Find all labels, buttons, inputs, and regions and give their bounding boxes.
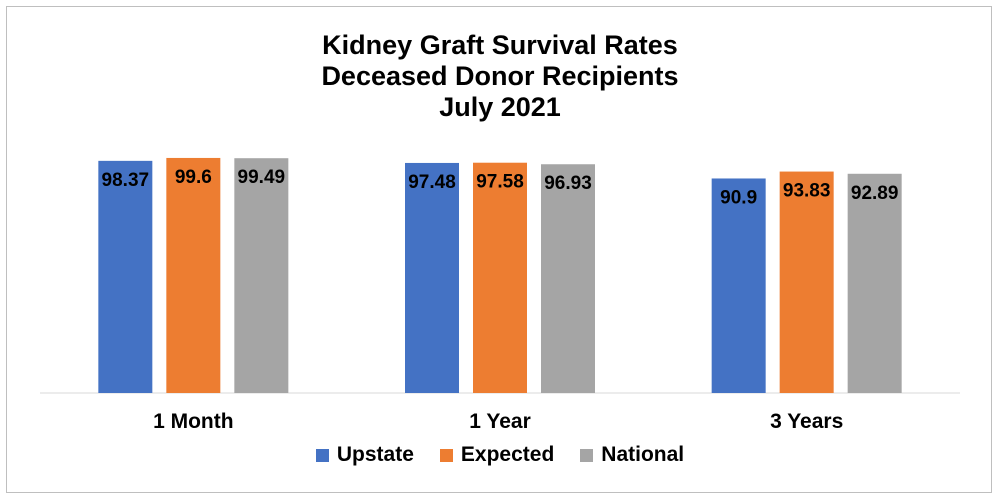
data-label-national-3-years: 92.89 [851, 183, 899, 204]
legend-swatch-national [580, 448, 594, 462]
chart-title-line-2: Deceased Donor Recipients [321, 61, 679, 91]
legend-item-national: National [580, 443, 684, 467]
bar-expected-3-years [779, 171, 834, 393]
data-label-expected-3-years: 93.83 [783, 181, 831, 202]
data-label-expected-1-year: 97.58 [476, 172, 524, 193]
bar-expected-1-year [473, 162, 527, 393]
bar-national-1-month [234, 158, 289, 393]
chart-title-line-1: Kidney Graft Survival Rates [322, 30, 678, 60]
bar-upstate-1-month [98, 160, 153, 393]
bar-upstate-3-years [711, 178, 766, 393]
bar-national-1-year [541, 164, 595, 393]
legend-swatch-upstate [315, 448, 329, 462]
legend-swatch-expected [439, 448, 453, 462]
data-label-upstate-3-years: 90.9 [720, 187, 757, 208]
legend-item-expected: Expected [439, 443, 555, 467]
legend-label-expected: Expected [460, 443, 555, 466]
bar-expected-1-month [166, 157, 221, 393]
legend-label-upstate: Upstate [336, 443, 414, 466]
data-label-expected-1-month: 99.6 [175, 167, 212, 188]
legend-label-national: National [601, 443, 685, 466]
chart-title-line-3: July 2021 [439, 92, 561, 122]
data-label-upstate-1-year: 97.48 [408, 172, 456, 193]
chart-title: Kidney Graft Survival Rates Deceased Don… [0, 30, 1000, 123]
bar-upstate-1-year [405, 162, 459, 393]
data-label-upstate-1-month: 98.37 [102, 170, 150, 191]
data-label-national-1-month: 99.49 [238, 167, 286, 188]
bar-national-3-years [847, 173, 902, 393]
x-tick-label-1-year: 1 Year [469, 410, 531, 433]
x-tick-label-3-years: 3 Years [770, 410, 843, 433]
legend-item-upstate: Upstate [315, 443, 414, 467]
legend: Upstate Expected National [0, 443, 1000, 467]
data-label-national-1-year: 96.93 [544, 173, 592, 194]
x-tick-label-1-month: 1 Month [153, 410, 233, 433]
